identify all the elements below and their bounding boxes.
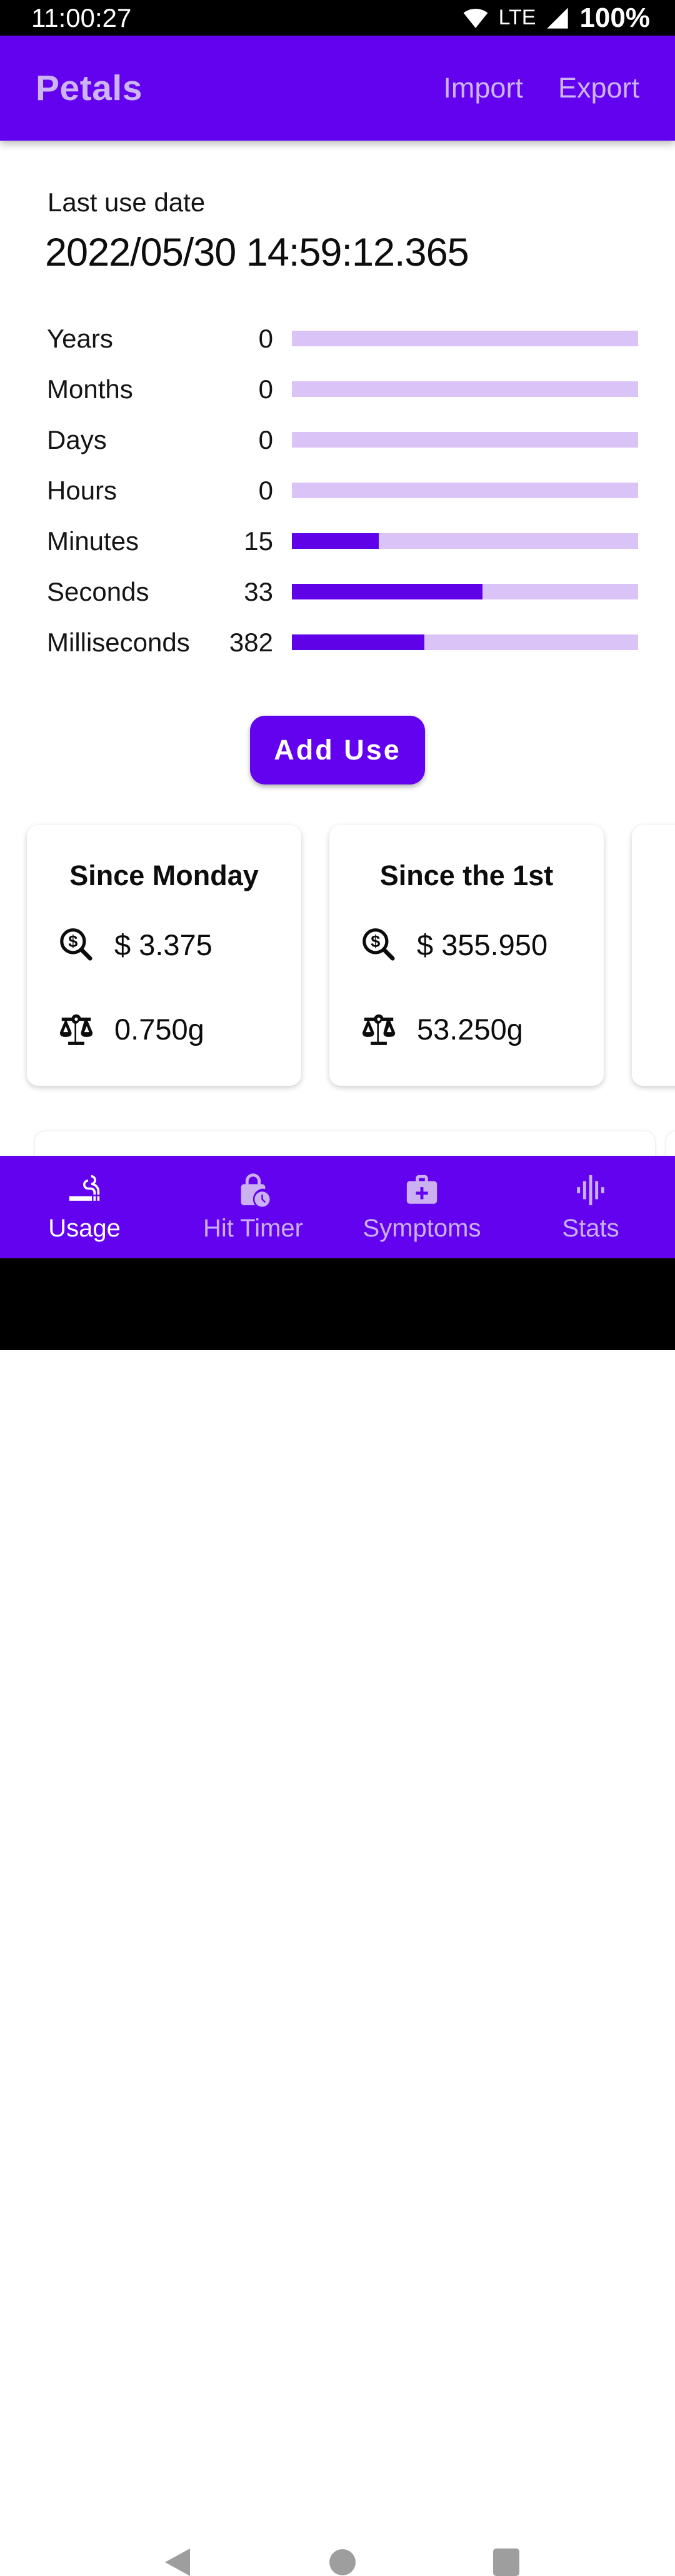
wifi-icon [463,8,488,28]
smoking-icon [69,1175,100,1201]
nav-label: Stats [562,1215,619,1242]
elapsed-row-milliseconds: Milliseconds 382 [47,617,638,668]
import-button[interactable]: Import [443,72,523,104]
progress-bar-milliseconds [292,634,638,650]
elapsed-row-days: Days 0 [47,414,638,465]
last-use-label: Last use date [48,188,206,217]
bottom-navigation: Usage Hit Timer Symptoms Stats [0,1156,675,1258]
row-value: 0 [258,374,273,404]
status-bar: 11:00:27 LTE 100% [0,0,675,36]
row-value: 382 [229,627,273,657]
card-title: Since Monday [69,860,259,891]
row-label: Years [47,323,113,353]
row-label: Months [47,374,133,404]
home-icon[interactable] [329,2548,356,2576]
battery-level: 100% [579,2,650,33]
nav-tab-hit-timer[interactable]: Hit Timer [169,1156,338,1258]
elapsed-row-seconds: Seconds 33 [47,566,638,617]
card-partial[interactable] [632,825,675,1086]
card-since-the-1st[interactable]: Since the 1st $ $ 355.950 53.250g [329,825,604,1086]
status-time: 11:00:27 [31,3,132,33]
app-bar: Petals Import Export [0,36,675,141]
scale-balance-icon [59,1014,93,1045]
medical-bag-icon [406,1175,438,1204]
nav-tab-symptoms[interactable]: Symptoms [338,1156,506,1258]
lock-clock-icon [241,1173,270,1207]
row-label: Milliseconds [47,627,190,657]
nav-label: Hit Timer [203,1215,303,1242]
card-title: Since the 1st [379,860,554,891]
export-button[interactable]: Export [558,72,639,104]
progress-bar-months [292,381,638,397]
recents-icon[interactable] [493,2548,519,2576]
summary-cards-row: Since Monday $ $ 3.375 0.750g Since the … [27,825,675,1086]
card-since-monday[interactable]: Since Monday $ $ 3.375 0.750g [27,825,301,1086]
elapsed-row-hours: Hours 0 [47,465,638,516]
money-value: $ 3.375 [114,928,212,961]
add-use-button[interactable]: Add Use [250,716,425,784]
search-dollar-icon: $ [362,928,395,961]
money-value: $ 355.950 [417,928,548,961]
progress-bar-minutes [292,533,638,549]
row-label: Days [47,424,107,454]
weight-value: 0.750g [114,1012,204,1046]
row-value: 15 [244,526,273,556]
elapsed-row-months: Months 0 [47,364,638,414]
elapsed-row-years: Years 0 [47,313,638,364]
app-title: Petals [36,68,142,108]
back-icon[interactable] [165,2548,190,2576]
progress-bar-seconds [292,584,638,599]
nav-label: Symptoms [362,1215,481,1242]
elapsed-time-list: Years 0 Months 0 Days 0 Hours 0 Minutes … [47,313,638,668]
scale-balance-icon [362,1014,396,1045]
row-label: Seconds [47,576,149,606]
progress-bar-hours [292,483,638,498]
row-value: 0 [258,424,273,454]
waveform-icon [577,1175,604,1206]
android-navigation-bar [0,1258,675,2576]
svg-text:$: $ [68,931,78,951]
row-value: 33 [244,576,273,606]
progress-bar-days [292,432,638,448]
weight-value: 53.250g [417,1012,523,1046]
nav-label: Usage [48,1215,121,1242]
cellular-signal-icon [547,7,569,29]
nav-tab-usage[interactable]: Usage [0,1156,169,1258]
svg-text:$: $ [371,931,380,951]
last-use-datetime: 2022/05/30 14:59:12.365 [45,231,469,274]
network-type-label: LTE [498,6,536,29]
row-label: Minutes [47,526,139,556]
elapsed-row-minutes: Minutes 15 [47,516,638,566]
search-dollar-icon: $ [60,928,92,961]
nav-tab-stats[interactable]: Stats [506,1156,675,1258]
row-value: 0 [258,475,273,505]
progress-bar-years [292,331,638,346]
row-label: Hours [47,475,118,505]
row-value: 0 [258,323,273,353]
